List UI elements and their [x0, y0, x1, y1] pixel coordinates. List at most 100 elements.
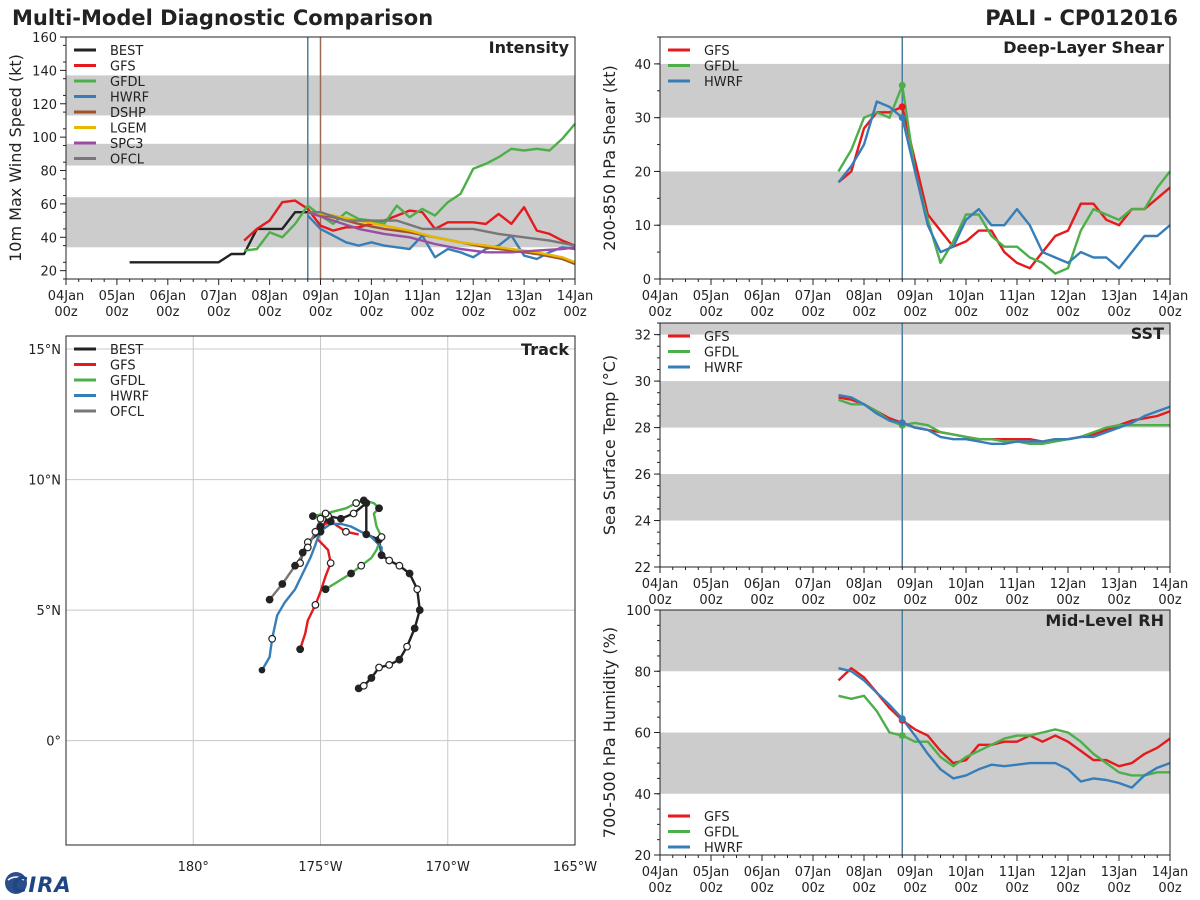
track-point — [352, 499, 361, 507]
x-tick-label-day: 11Jan — [999, 865, 1036, 880]
track-line-gfdl — [312, 499, 383, 591]
x-tick-label-hour: 00z — [648, 881, 672, 896]
x-tick-label-hour: 00z — [903, 593, 927, 608]
lat-label: 5°N — [37, 604, 62, 619]
x-tick-label-hour: 00z — [1107, 881, 1131, 896]
track-point — [405, 569, 414, 578]
lon-label: 170°W — [426, 860, 470, 875]
x-tick-label-day: 07Jan — [200, 289, 237, 304]
track-point — [311, 600, 320, 609]
x-tick-label-day: 12Jan — [1050, 289, 1087, 304]
track-point — [291, 561, 299, 570]
track-point — [321, 585, 330, 594]
y-tick-label: 20 — [634, 849, 651, 864]
x-tick-label-day: 05Jan — [693, 289, 730, 304]
legend-label-hwrf: HWRF — [704, 361, 743, 376]
y-tick-label: 24 — [634, 515, 651, 530]
track-point — [316, 514, 325, 523]
lat-label: 15°N — [28, 343, 61, 358]
track-point — [413, 585, 422, 594]
x-tick-label-day: 04Jan — [48, 289, 85, 304]
y-tick-label: 30 — [634, 375, 651, 390]
track-point — [316, 522, 325, 531]
y-tick-label: 30 — [634, 112, 651, 127]
x-tick-label-hour: 00z — [699, 593, 723, 608]
series-line-spc3 — [307, 211, 576, 254]
x-tick-label-day: 07Jan — [795, 289, 832, 304]
y-tick-label: 32 — [634, 329, 651, 344]
x-tick-label-day: 09Jan — [302, 289, 339, 304]
legend-label-gfdl: GFDL — [704, 346, 740, 361]
panel-title: Mid-Level RH — [1045, 611, 1164, 630]
panel-rh: 2040608010004Jan00z05Jan00z06Jan00z07Jan… — [600, 604, 1188, 896]
x-tick-label-hour: 00z — [750, 593, 774, 608]
track-point — [296, 645, 305, 654]
x-tick-label-hour: 00z — [462, 305, 486, 320]
x-tick-label-day: 10Jan — [948, 289, 985, 304]
track-point — [278, 580, 287, 588]
legend-label-hwrf: HWRF — [110, 390, 149, 405]
globe-icon — [5, 872, 27, 894]
x-tick-label-day: 11Jan — [999, 577, 1036, 592]
lat-label: 10°N — [28, 474, 61, 489]
x-tick-label-day: 05Jan — [99, 289, 136, 304]
marker-gfdl — [898, 732, 906, 740]
legend-label-dshp: DSHP — [110, 106, 146, 121]
x-tick-label-day: 13Jan — [1101, 289, 1138, 304]
series-line-hwrf — [837, 100, 1171, 270]
legend-label-spc3: SPC3 — [110, 137, 143, 152]
y-tick-label: 28 — [634, 422, 651, 437]
x-tick-label-hour: 00z — [512, 305, 536, 320]
cira-logo: CIRA — [5, 872, 72, 897]
x-tick-label-day: 09Jan — [897, 865, 934, 880]
x-tick-label-hour: 00z — [54, 305, 78, 320]
lon-label: 180° — [178, 860, 209, 875]
legend-label-gfdl: GFDL — [110, 374, 146, 389]
y-tick-label: 20 — [40, 265, 57, 280]
x-tick-label-day: 06Jan — [744, 577, 781, 592]
x-tick-label-hour: 00z — [1056, 881, 1080, 896]
track-point — [415, 606, 424, 614]
legend-label-gfdl: GFDL — [704, 826, 740, 841]
series-line-hwrf — [306, 214, 576, 261]
x-tick-label-day: 04Jan — [642, 577, 679, 592]
x-tick-label-hour: 00z — [852, 305, 876, 320]
x-tick-label-hour: 00z — [648, 305, 672, 320]
marker-hwrf — [898, 419, 906, 427]
storm-id: PALI - CP012016 — [985, 6, 1178, 30]
legend-label-hwrf: HWRF — [704, 75, 743, 90]
panel-sst: 22242628303204Jan00z05Jan00z06Jan00z07Ja… — [600, 322, 1188, 608]
shaded-band — [660, 610, 1170, 672]
x-tick-label-hour: 00z — [903, 881, 927, 896]
x-tick-label-hour: 00z — [801, 881, 825, 896]
x-tick-label-day: 06Jan — [744, 865, 781, 880]
y-tick-label: 100 — [32, 131, 57, 146]
lat-label: 0° — [46, 735, 61, 750]
logo-text: CIRA — [12, 873, 72, 897]
shaded-band — [660, 323, 1170, 335]
track-point — [375, 504, 383, 513]
lon-label: 165°W — [553, 860, 597, 875]
x-tick-label-hour: 00z — [309, 305, 333, 320]
x-tick-label-day: 04Jan — [642, 289, 679, 304]
x-tick-label-day: 10Jan — [948, 865, 985, 880]
series-line-best — [129, 210, 321, 264]
legend-label-lgem: LGEM — [110, 122, 147, 137]
track-point — [367, 674, 376, 682]
panel-intensity: 2040608010012014016004Jan00z05Jan00z06Ja… — [6, 31, 593, 320]
track-point — [298, 548, 307, 557]
track-point — [308, 512, 317, 521]
series-line-ofcl — [307, 210, 576, 247]
x-tick-label-day: 08Jan — [846, 577, 883, 592]
track-point — [359, 496, 368, 505]
x-tick-label-hour: 00z — [258, 305, 282, 320]
lon-label: 175°W — [298, 860, 342, 875]
x-tick-label-hour: 00z — [1056, 593, 1080, 608]
x-tick-label-hour: 00z — [801, 593, 825, 608]
legend-label-gfdl: GFDL — [110, 75, 146, 90]
track-point — [359, 681, 368, 690]
y-tick-label: 40 — [40, 231, 57, 246]
panel-title: SST — [1131, 324, 1164, 343]
shaded-band — [660, 381, 1170, 428]
legend-label-gfs: GFS — [704, 44, 730, 59]
